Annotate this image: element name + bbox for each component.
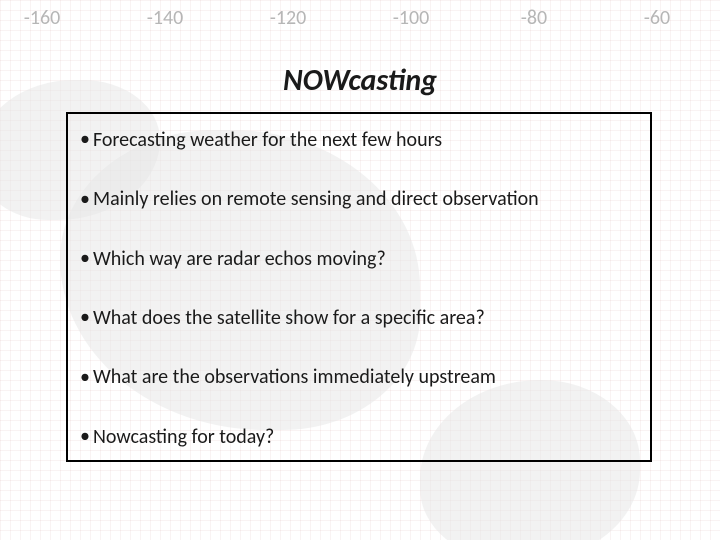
bullet-item: •What are the observations immediately u… — [80, 365, 638, 390]
bullet-text: What are the observations immediately up… — [93, 365, 496, 389]
bullet-dot-icon: • — [80, 187, 90, 211]
slide-title: NOWcasting — [0, 62, 720, 99]
axis-tick: -160 — [24, 6, 61, 30]
bullet-dot-icon: • — [80, 246, 90, 270]
bullet-item: •Nowcasting for today? — [80, 425, 638, 450]
bullet-text: Forecasting weather for the next few hou… — [93, 128, 442, 152]
bullet-dot-icon: • — [80, 127, 90, 151]
bullet-item: •Mainly relies on remote sensing and dir… — [80, 187, 638, 212]
axis-tick: -140 — [147, 6, 184, 30]
axis-tick: -100 — [393, 6, 430, 30]
content-box: •Forecasting weather for the next few ho… — [66, 112, 652, 462]
axis-tick: -120 — [270, 6, 307, 30]
bullet-dot-icon: • — [80, 305, 90, 329]
axis-tick: -60 — [644, 6, 670, 30]
bullet-dot-icon: • — [80, 424, 90, 448]
bullet-text: Which way are radar echos moving? — [93, 247, 386, 271]
axis-tick: -80 — [521, 6, 547, 30]
bullet-item: •Forecasting weather for the next few ho… — [80, 128, 638, 153]
bullet-item: •Which way are radar echos moving? — [80, 247, 638, 272]
bullet-item: •What does the satellite show for a spec… — [80, 306, 638, 331]
longitude-axis: -160 -140 -120 -100 -80 -60 — [0, 6, 720, 30]
bullet-text: What does the satellite show for a speci… — [93, 306, 485, 330]
bullet-dot-icon: • — [80, 365, 90, 389]
bullet-text: Mainly relies on remote sensing and dire… — [93, 187, 539, 211]
bullet-text: Nowcasting for today? — [93, 425, 274, 449]
